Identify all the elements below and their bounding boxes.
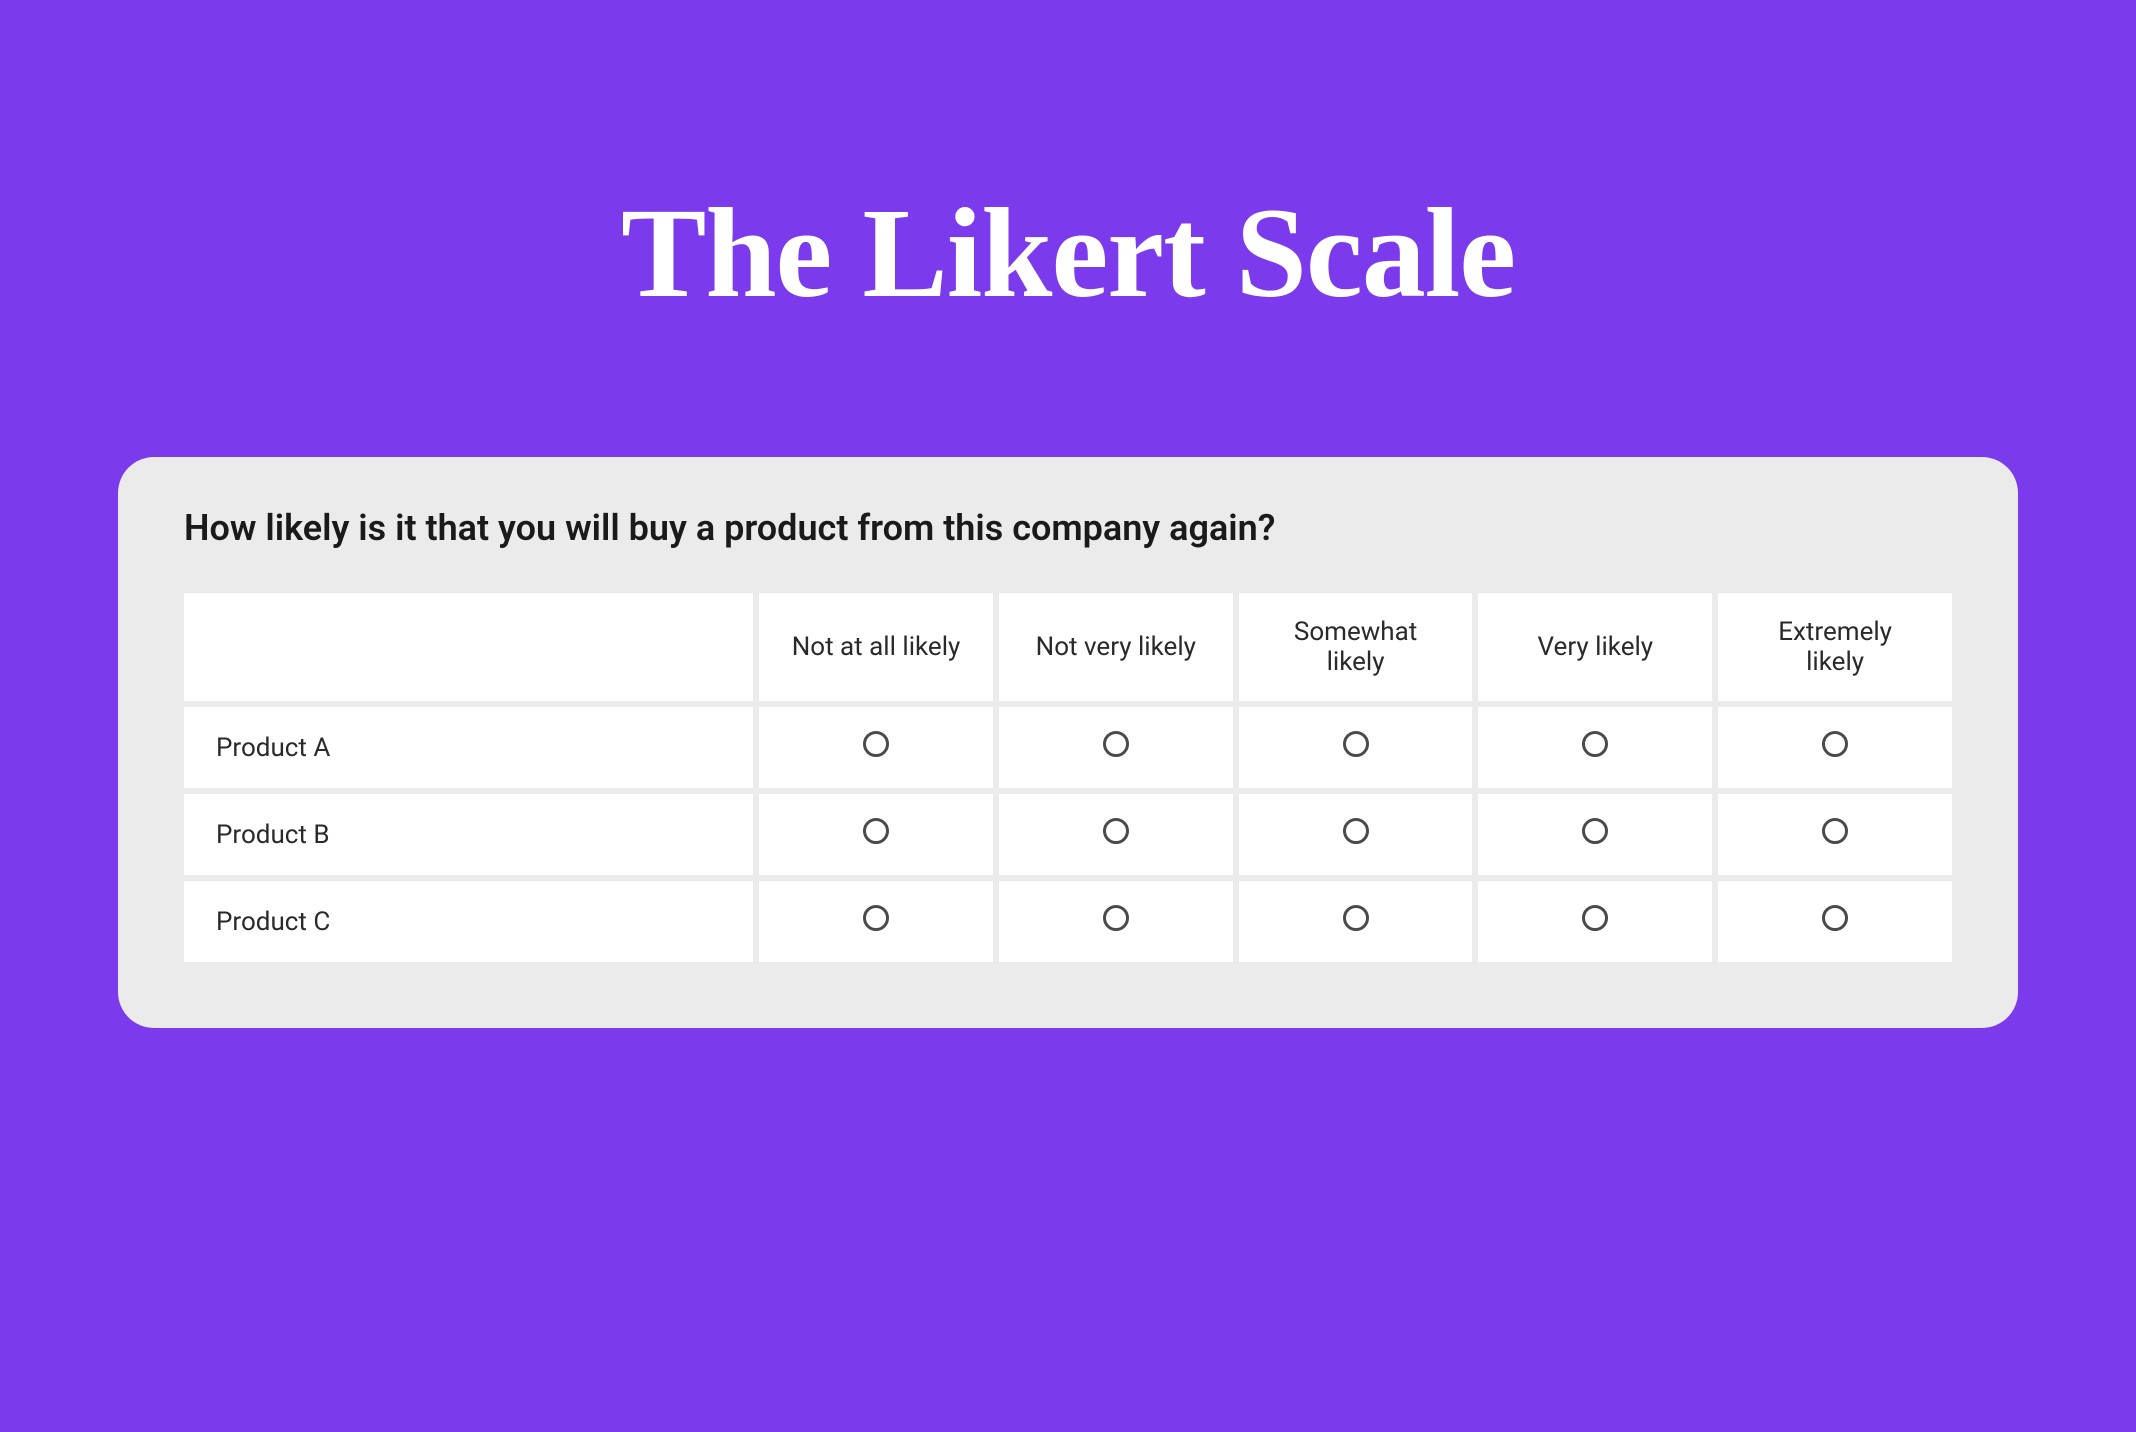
option-cell (1478, 881, 1712, 962)
survey-question: How likely is it that you will buy a pro… (178, 507, 1958, 549)
option-cell (1718, 881, 1952, 962)
col-header-very: Very likely (1478, 593, 1712, 701)
radio-product-b-1[interactable] (863, 818, 889, 844)
row-label-product-b: Product B (184, 794, 753, 875)
option-cell (1718, 707, 1952, 788)
radio-product-a-4[interactable] (1582, 731, 1608, 757)
radio-product-b-3[interactable] (1343, 818, 1369, 844)
row-label-product-c: Product C (184, 881, 753, 962)
radio-product-c-4[interactable] (1582, 905, 1608, 931)
survey-card: How likely is it that you will buy a pro… (118, 457, 2018, 1028)
option-cell (759, 794, 993, 875)
radio-product-a-3[interactable] (1343, 731, 1369, 757)
option-cell (1718, 794, 1952, 875)
col-header-extremely: Extremely likely (1718, 593, 1952, 701)
col-header-not-very: Not very likely (999, 593, 1233, 701)
col-header-somewhat: Somewhat likely (1239, 593, 1473, 701)
option-cell (1239, 794, 1473, 875)
option-cell (1478, 707, 1712, 788)
row-label-product-a: Product A (184, 707, 753, 788)
radio-product-c-5[interactable] (1822, 905, 1848, 931)
option-cell (1239, 881, 1473, 962)
radio-product-a-5[interactable] (1822, 731, 1848, 757)
radio-product-c-2[interactable] (1103, 905, 1129, 931)
option-cell (759, 881, 993, 962)
radio-product-a-1[interactable] (863, 731, 889, 757)
col-header-not-at-all: Not at all likely (759, 593, 993, 701)
option-cell (759, 707, 993, 788)
row-label-header-blank (184, 593, 753, 701)
table-row: Product B (184, 794, 1952, 875)
table-row: Product A (184, 707, 1952, 788)
table-header-row: Not at all likely Not very likely Somewh… (184, 593, 1952, 701)
option-cell (1239, 707, 1473, 788)
table-row: Product C (184, 881, 1952, 962)
radio-product-b-2[interactable] (1103, 818, 1129, 844)
option-cell (999, 707, 1233, 788)
radio-product-b-5[interactable] (1822, 818, 1848, 844)
radio-product-c-3[interactable] (1343, 905, 1369, 931)
radio-product-b-4[interactable] (1582, 818, 1608, 844)
radio-product-c-1[interactable] (863, 905, 889, 931)
option-cell (999, 794, 1233, 875)
option-cell (1478, 794, 1712, 875)
option-cell (999, 881, 1233, 962)
radio-product-a-2[interactable] (1103, 731, 1129, 757)
page-title: The Likert Scale (621, 180, 1515, 327)
likert-table: Not at all likely Not very likely Somewh… (178, 587, 1958, 968)
